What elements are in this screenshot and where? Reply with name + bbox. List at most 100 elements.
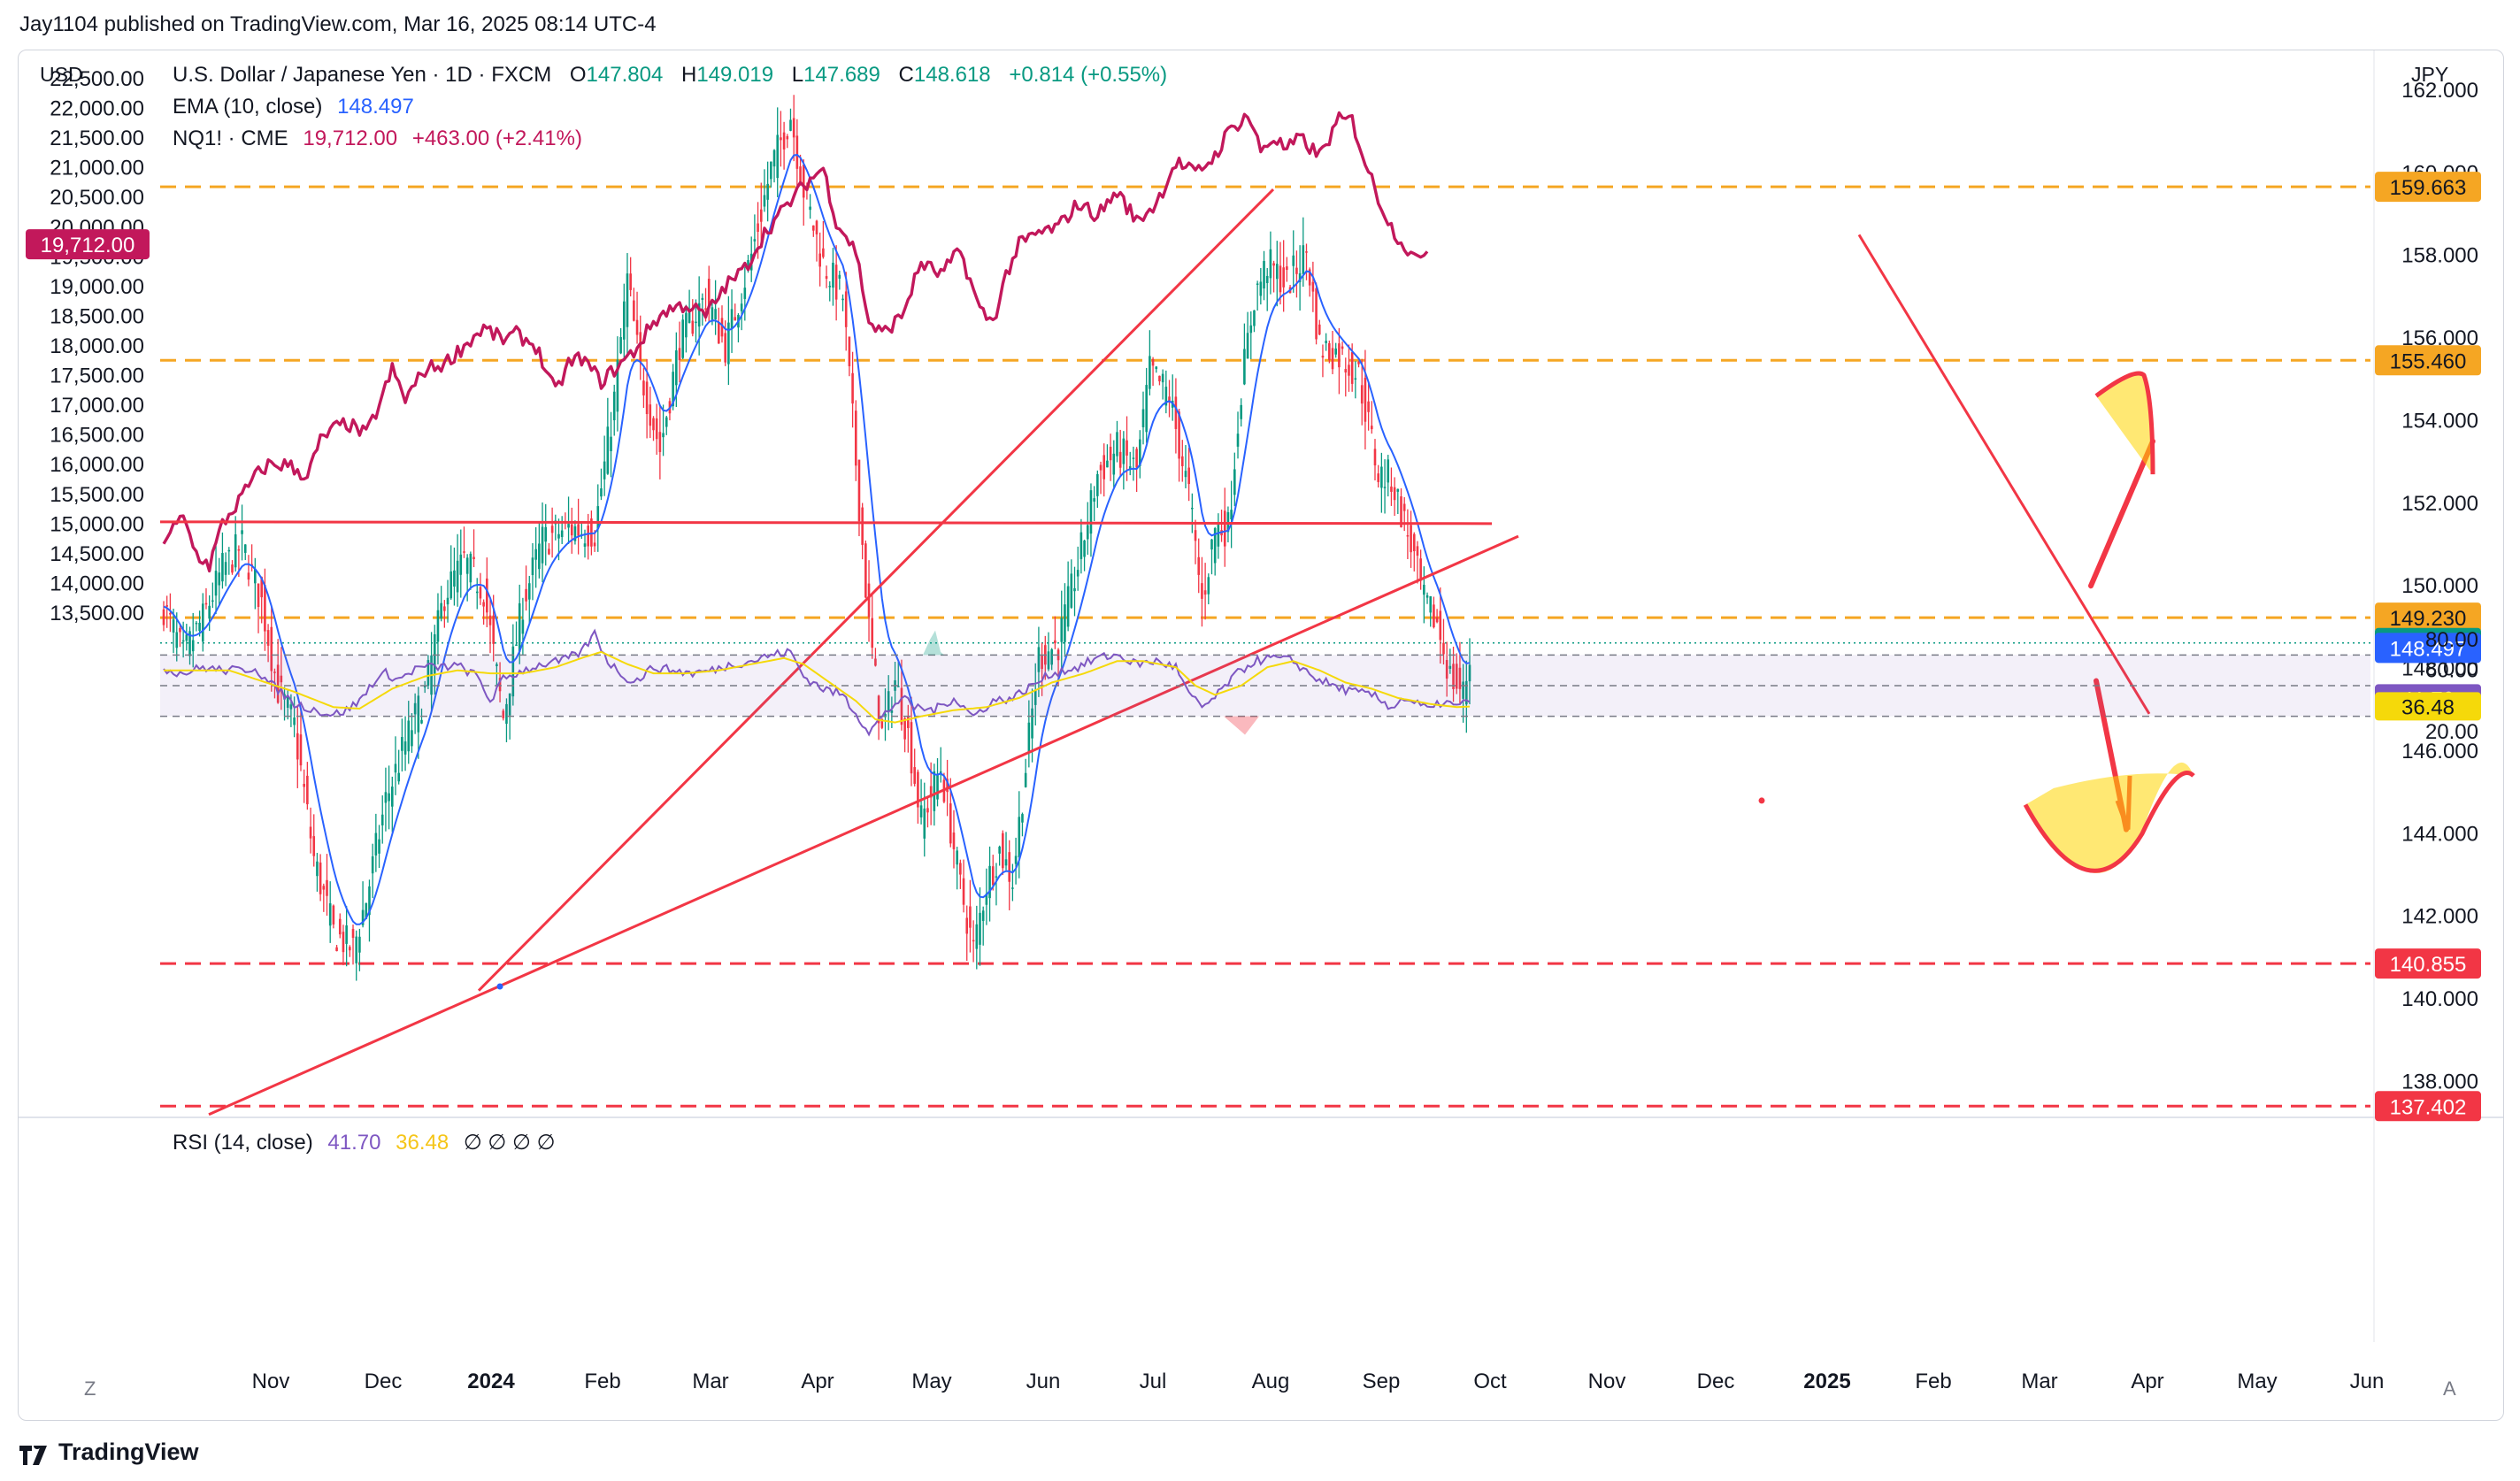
price-label-orange[interactable]: 159.663 <box>2375 172 2481 203</box>
candle-body <box>1002 833 1004 869</box>
candle-body <box>949 803 952 844</box>
candle-body <box>933 771 936 811</box>
right-axis-tick: 150.000 <box>2401 574 2478 598</box>
candle-body <box>633 300 635 321</box>
time-axis-tick[interactable]: Feb <box>1915 1370 1951 1393</box>
candle-body <box>1272 263 1275 266</box>
candle-body <box>979 912 981 945</box>
time-axis-tick[interactable]: Apr <box>2131 1370 2163 1393</box>
time-axis-tick[interactable]: 2024 <box>467 1370 515 1393</box>
time-axis-tick[interactable]: Dec <box>365 1370 403 1393</box>
candle-body <box>834 265 838 300</box>
rsi-legend: RSI (14, close) 41.70 36.48 ∅ ∅ ∅ ∅ <box>173 1130 556 1155</box>
candle-body <box>1468 664 1471 682</box>
price-label-red[interactable]: 137.402 <box>2375 1091 2481 1122</box>
price-label-orange[interactable]: 155.460 <box>2375 345 2481 376</box>
time-axis-tick[interactable]: Mar <box>692 1370 728 1393</box>
candle-body <box>1419 558 1422 581</box>
timezone-button[interactable]: Z <box>84 1377 96 1400</box>
candle-body <box>1263 261 1265 289</box>
legend-high-value: 149.019 <box>696 63 774 87</box>
price-label-blue[interactable]: 148.497 <box>2375 633 2481 664</box>
candle-body <box>1321 356 1325 358</box>
tradingview-logo: TradingView <box>19 1439 199 1466</box>
left-axis-tick: 21,500.00 <box>50 127 144 150</box>
chart-frame[interactable]: 22,500.00 22,000.00 21,500.00 21,000.00 20,5… <box>18 50 2504 1421</box>
rsi-oversold-fill <box>1224 716 1259 735</box>
candle-body <box>488 615 492 625</box>
candle-body <box>962 878 965 905</box>
candle-body <box>338 918 342 935</box>
candle-body <box>316 861 319 877</box>
time-axis-tick[interactable]: Nov <box>1588 1370 1626 1393</box>
candle-body <box>596 506 600 530</box>
candle-body <box>844 291 848 327</box>
annotation-upper-highlight <box>2094 371 2155 475</box>
candle-body <box>711 307 714 320</box>
right-axis-tick: 142.000 <box>2401 905 2478 929</box>
candle-body <box>649 404 652 426</box>
candle-body <box>691 320 695 334</box>
time-axis-tick[interactable]: Mar <box>2021 1370 2057 1393</box>
usdjpy-candles <box>162 95 1471 981</box>
candle-body <box>1433 604 1435 628</box>
candle-body <box>757 223 759 232</box>
time-axis-tick[interactable]: Dec <box>1697 1370 1735 1393</box>
time-axis-tick[interactable]: Nov <box>252 1370 290 1393</box>
time-axis-tick[interactable]: Sep <box>1363 1370 1401 1393</box>
annotation-lower-curve <box>2023 771 2195 873</box>
time-axis-tick[interactable]: Jul <box>1140 1370 1167 1393</box>
time-axis-tick[interactable]: 2025 <box>1803 1370 1850 1393</box>
legend-high-label: H <box>680 63 697 87</box>
chart-canvas[interactable]: 22,500.00 22,000.00 21,500.00 21,000.00 20,5… <box>19 50 2503 1420</box>
candle-body <box>231 564 234 573</box>
price-label-orange[interactable]: 149.230 <box>2375 602 2481 633</box>
candle-body <box>1112 453 1116 475</box>
candle-body <box>995 876 998 878</box>
candle-body <box>560 530 564 537</box>
candle-body <box>645 381 649 415</box>
candle-body <box>965 917 969 934</box>
rsi-legend-extras: ∅ ∅ ∅ ∅ <box>463 1131 556 1155</box>
candle-body <box>1126 440 1128 456</box>
candle-body <box>505 703 508 725</box>
time-axis-tick[interactable]: Aug <box>1252 1370 1290 1393</box>
candle-body <box>1187 467 1190 485</box>
candle-body <box>312 836 316 856</box>
left-axis-tick: 17,500.00 <box>50 364 144 388</box>
auto-scale-button[interactable]: A <box>2443 1377 2456 1400</box>
time-axis-tick[interactable]: May <box>2237 1370 2277 1393</box>
price-label-text: 155.460 <box>2390 349 2467 373</box>
candle-body <box>730 309 734 329</box>
candle-body <box>622 301 626 340</box>
rsi-axis-tick: 60.00 <box>2425 659 2478 683</box>
time-axis-tick[interactable]: Jun <box>2350 1370 2385 1393</box>
time-axis-tick[interactable]: Jun <box>1026 1370 1061 1393</box>
candle-body <box>286 697 289 708</box>
time-axis-tick[interactable]: Apr <box>801 1370 834 1393</box>
legend-symbol[interactable]: U.S. Dollar / Japanese Yen · 1D · FXCM <box>173 63 552 87</box>
candle-body <box>361 909 365 925</box>
legend-ema-label[interactable]: EMA (10, close) <box>173 95 323 119</box>
legend-nq-label[interactable]: NQ1! · CME <box>173 127 288 150</box>
candle-body <box>1246 333 1249 359</box>
candle-body <box>616 359 619 412</box>
time-axis-tick[interactable]: Feb <box>584 1370 620 1393</box>
candle-body <box>952 833 956 849</box>
candle-body <box>612 391 616 421</box>
candle-body <box>1021 814 1024 823</box>
candle-body <box>401 737 403 751</box>
candle-body <box>972 940 975 942</box>
candle-body <box>1357 361 1360 364</box>
left-axis-tick: 14,000.00 <box>50 572 144 595</box>
candle-body <box>1102 455 1106 480</box>
price-label-red[interactable]: 140.855 <box>2375 948 2481 979</box>
candle-body <box>772 150 776 167</box>
time-axis-tick[interactable]: May <box>911 1370 951 1393</box>
rsi-legend-ma-value: 36.48 <box>396 1131 449 1155</box>
candle-body <box>890 710 894 713</box>
candle-body <box>1116 432 1118 457</box>
candle-body <box>1139 439 1141 466</box>
rsi-legend-label[interactable]: RSI (14, close) <box>173 1131 313 1155</box>
time-axis-tick[interactable]: Oct <box>1473 1370 1507 1393</box>
